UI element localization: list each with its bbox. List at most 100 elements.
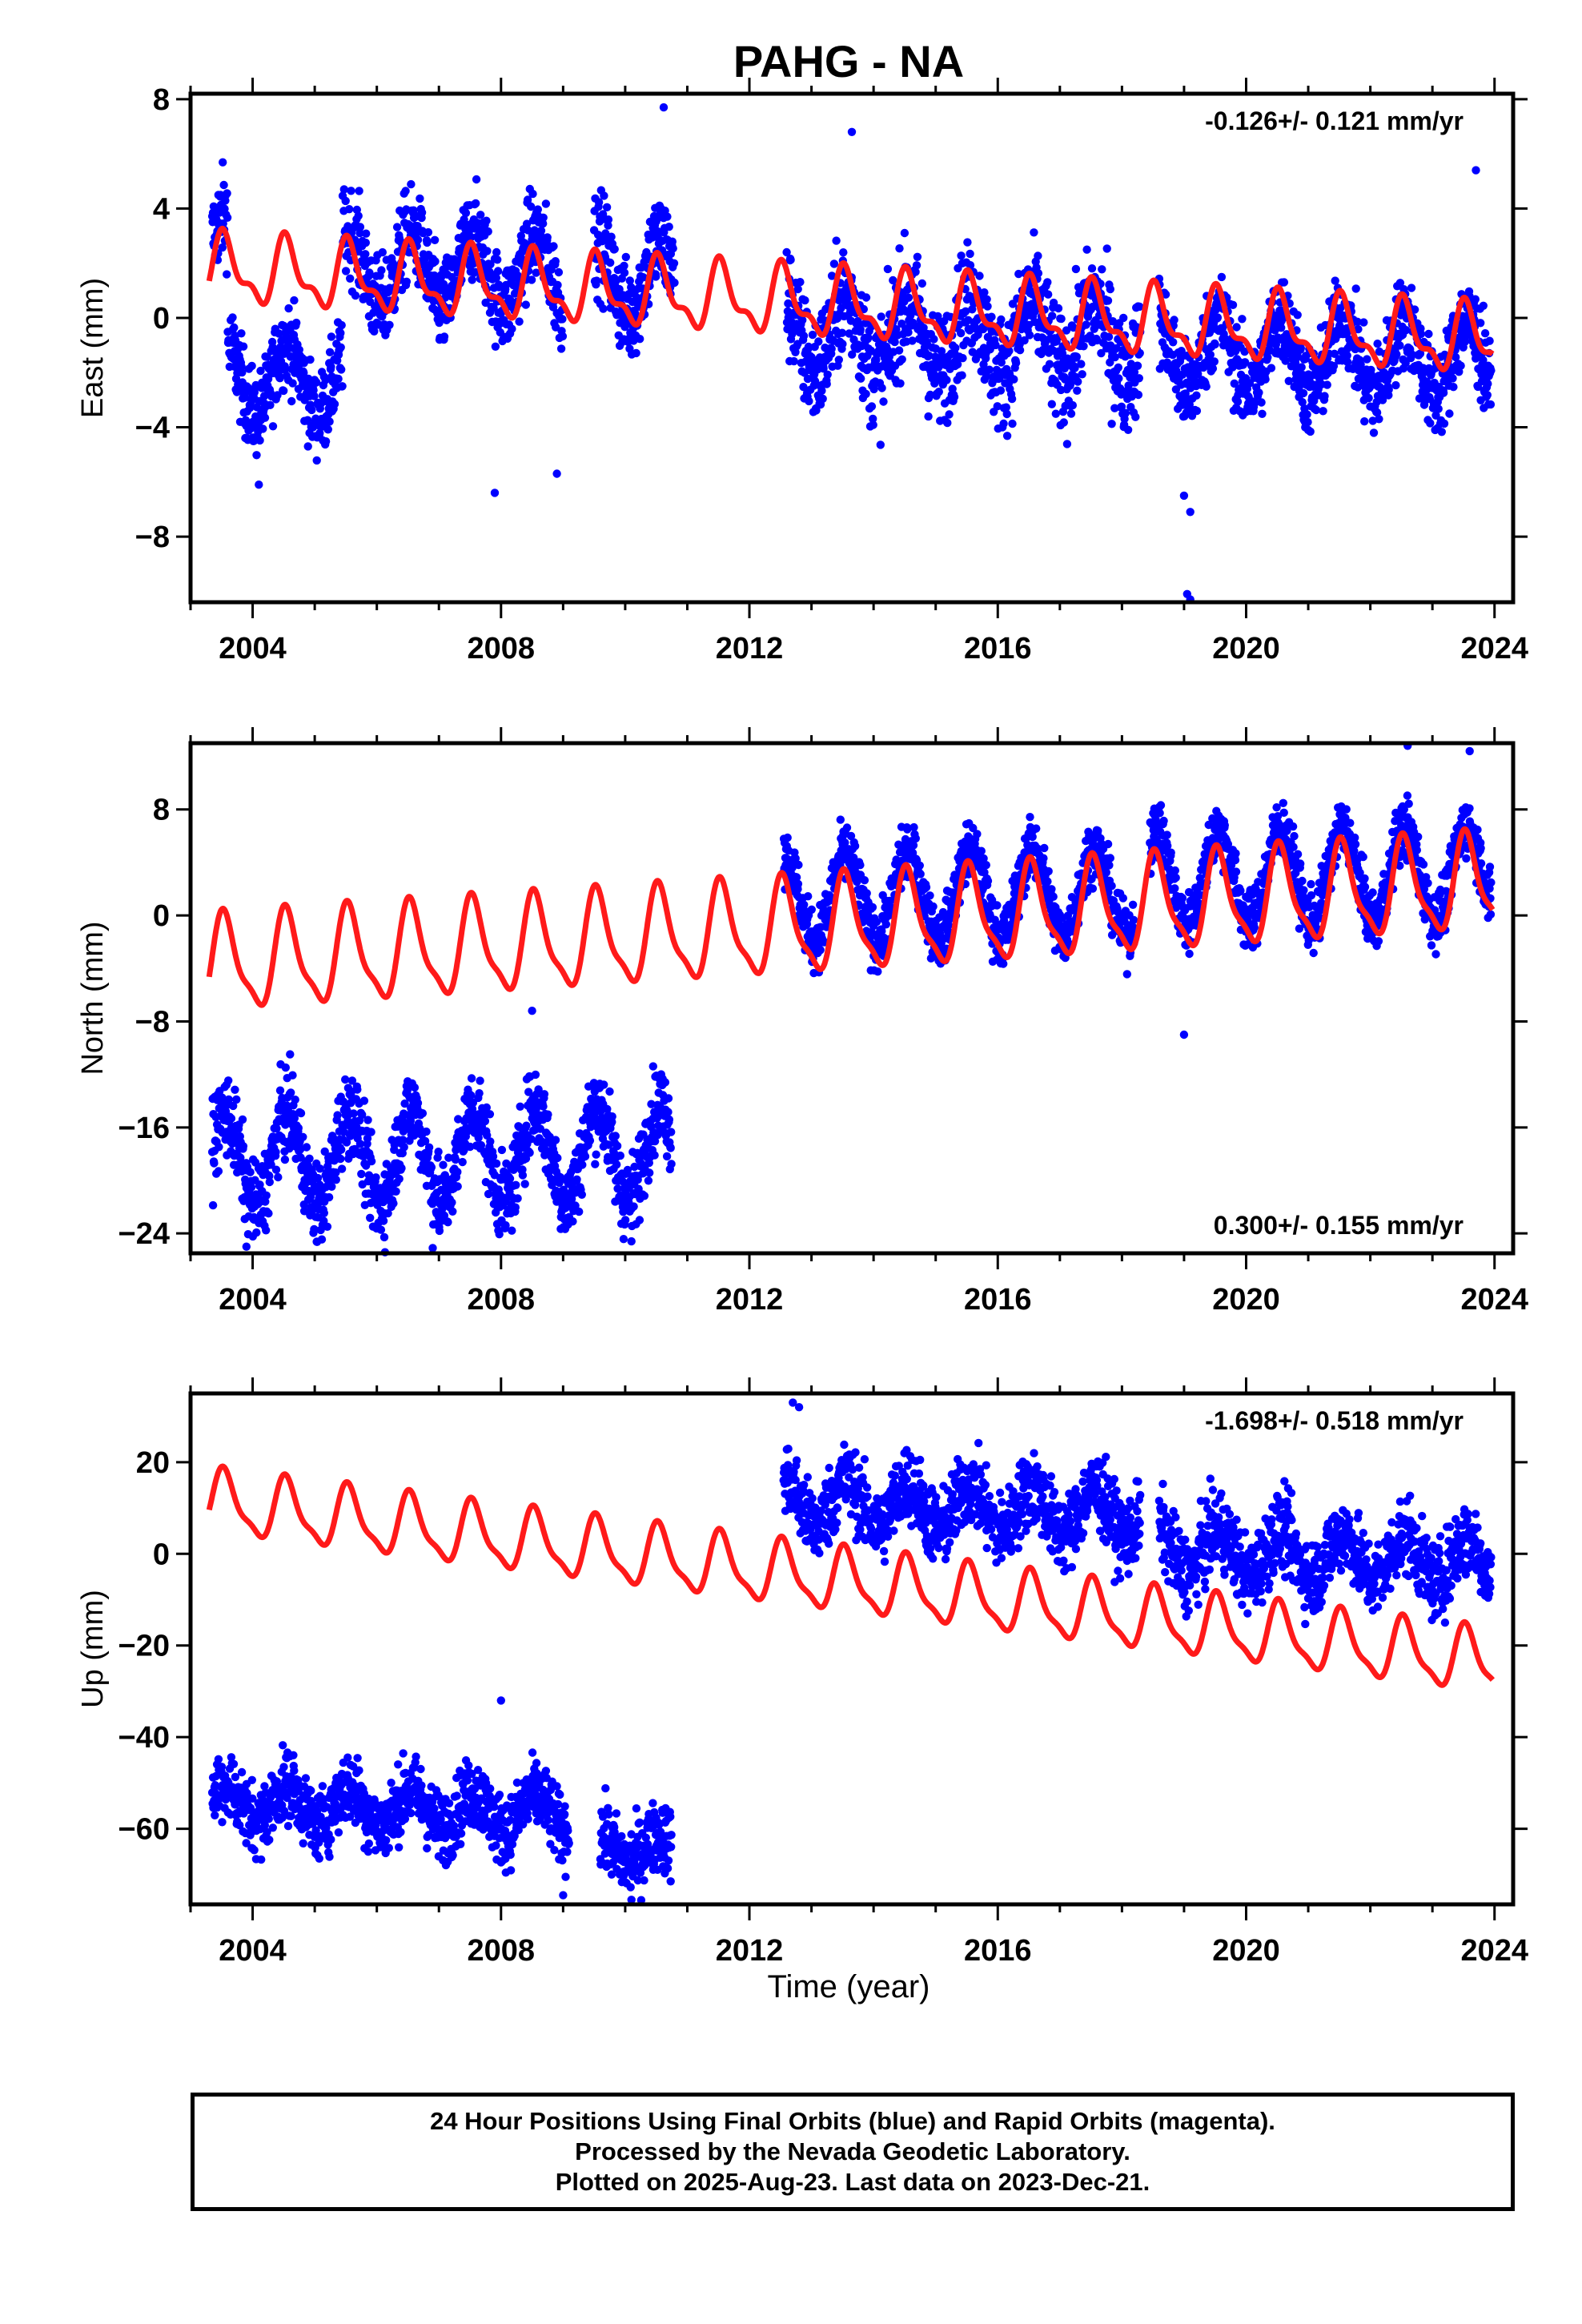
data-point — [325, 348, 335, 356]
data-point — [610, 244, 619, 254]
data-point — [228, 313, 237, 322]
data-point — [632, 348, 640, 358]
data-point — [625, 276, 634, 285]
data-point — [312, 456, 321, 465]
data-point — [793, 879, 803, 889]
data-point — [273, 391, 282, 400]
data-point — [424, 1143, 434, 1152]
data-point — [667, 1128, 676, 1136]
data-point — [1257, 398, 1266, 407]
data-point — [794, 860, 803, 870]
data-point — [532, 268, 540, 277]
data-point — [982, 295, 991, 304]
data-point — [239, 1142, 248, 1151]
data-point — [299, 368, 308, 377]
data-point — [950, 392, 959, 401]
data-point — [1007, 394, 1017, 404]
data-point — [1048, 312, 1057, 320]
data-point — [934, 388, 944, 396]
data-point — [337, 365, 346, 374]
data-point — [440, 332, 449, 341]
data-point — [476, 1076, 484, 1085]
data-point — [485, 1110, 495, 1119]
data-point — [1072, 352, 1082, 361]
data-point — [327, 332, 336, 341]
data-point — [580, 1152, 590, 1161]
data-point — [868, 903, 877, 912]
data-point — [533, 205, 542, 214]
data-point — [391, 1187, 400, 1196]
data-point — [900, 228, 909, 238]
data-point — [371, 1173, 380, 1182]
data-point — [945, 410, 954, 419]
data-point — [401, 187, 410, 195]
data-point — [1479, 301, 1488, 310]
data-point — [1297, 363, 1306, 372]
data-point — [327, 362, 335, 372]
data-point — [302, 1143, 311, 1152]
data-point — [838, 340, 847, 348]
data-point — [1202, 382, 1211, 391]
data-point — [1102, 244, 1111, 253]
north-data-points — [207, 742, 1496, 1256]
data-point — [427, 1163, 436, 1172]
data-point — [351, 291, 360, 300]
data-point — [943, 418, 952, 428]
data-point — [1261, 375, 1270, 384]
data-point — [1258, 409, 1267, 418]
data-point — [237, 329, 246, 338]
data-point — [325, 417, 334, 426]
data-point — [294, 1124, 303, 1132]
data-point — [553, 1153, 562, 1163]
data-point — [607, 232, 616, 241]
data-point — [247, 361, 256, 371]
data-point — [669, 244, 677, 253]
data-point — [260, 413, 270, 422]
data-point — [232, 1095, 241, 1104]
data-point — [493, 267, 503, 275]
outlier-point — [255, 480, 263, 489]
data-point — [1062, 440, 1072, 448]
data-point — [558, 315, 567, 324]
data-point — [568, 1217, 577, 1226]
data-point — [483, 247, 492, 255]
data-point — [648, 1062, 657, 1071]
data-point — [265, 1177, 274, 1187]
data-point — [997, 315, 1006, 324]
data-point — [492, 247, 501, 257]
data-point — [921, 883, 931, 892]
data-point — [520, 1180, 529, 1188]
x-tick-label: 2004 — [219, 632, 287, 665]
data-point — [527, 202, 536, 211]
data-point — [492, 273, 500, 283]
data-point — [592, 1150, 600, 1159]
data-point — [621, 252, 630, 262]
data-point — [958, 371, 966, 380]
data-point — [1439, 388, 1448, 397]
data-point — [966, 249, 974, 259]
data-point — [223, 213, 232, 222]
data-point — [453, 1182, 462, 1191]
data-point — [486, 1137, 495, 1146]
data-point — [1192, 406, 1202, 416]
data-point — [1106, 284, 1115, 294]
east-rate-label: -0.126+/- 0.121 mm/yr — [1205, 107, 1464, 135]
data-point — [829, 259, 839, 268]
data-point — [333, 1111, 342, 1120]
data-point — [895, 244, 904, 253]
data-point — [218, 243, 227, 252]
outlier-point — [552, 469, 561, 478]
data-point — [336, 343, 345, 352]
data-point — [223, 270, 231, 279]
data-point — [317, 1235, 327, 1244]
data-point — [1057, 314, 1066, 324]
data-point — [287, 1088, 295, 1097]
data-point — [1476, 319, 1485, 328]
data-point — [516, 1102, 524, 1112]
data-point — [513, 271, 522, 280]
data-point — [578, 1160, 587, 1169]
data-point — [879, 397, 888, 406]
data-point — [357, 1169, 366, 1179]
data-point — [418, 1109, 428, 1118]
